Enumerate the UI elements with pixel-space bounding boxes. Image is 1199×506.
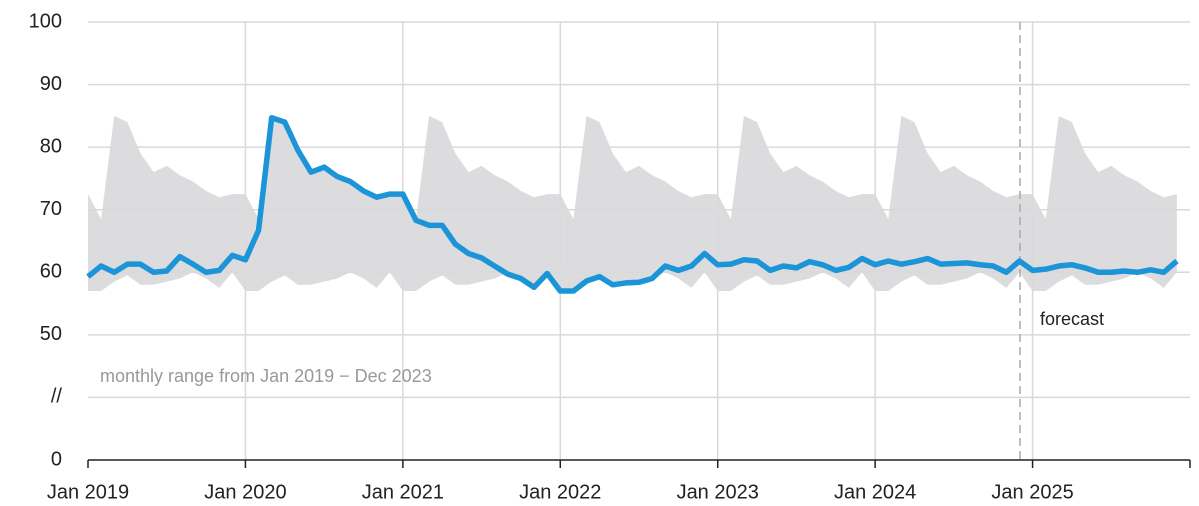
y-tick-label: 60	[40, 261, 62, 283]
x-tick-label: Jan 2019	[47, 481, 129, 503]
x-tick-label: Jan 2022	[519, 481, 601, 503]
line-layer	[86, 114, 1179, 294]
x-tick-label: Jan 2025	[991, 481, 1073, 503]
x-tick-label: Jan 2021	[362, 481, 444, 503]
x-tick-label: Jan 2024	[834, 481, 916, 503]
data-line	[86, 114, 1179, 294]
grid-layer: 0 // 50 60 70 80 90 100 Jan 2019 Jan 2020 Jan 2021…	[29, 10, 1190, 503]
y-tick-label: 90	[40, 73, 62, 95]
y-tick-label: 0	[51, 448, 62, 470]
range-annotation: monthly range from Jan 2019 − Dec 2023	[100, 366, 432, 386]
band-layer	[88, 115, 1177, 292]
y-tick-label: 50	[40, 323, 62, 345]
x-tick-label: Jan 2020	[204, 481, 286, 503]
y-tick-label: //	[51, 386, 63, 408]
forecast-label: forecast	[1040, 309, 1104, 329]
y-tick-label: 70	[40, 198, 62, 220]
y-tick-label: 100	[29, 10, 62, 32]
x-tick-label: Jan 2023	[677, 481, 759, 503]
y-tick-label: 80	[40, 135, 62, 157]
range-band	[88, 115, 1177, 292]
